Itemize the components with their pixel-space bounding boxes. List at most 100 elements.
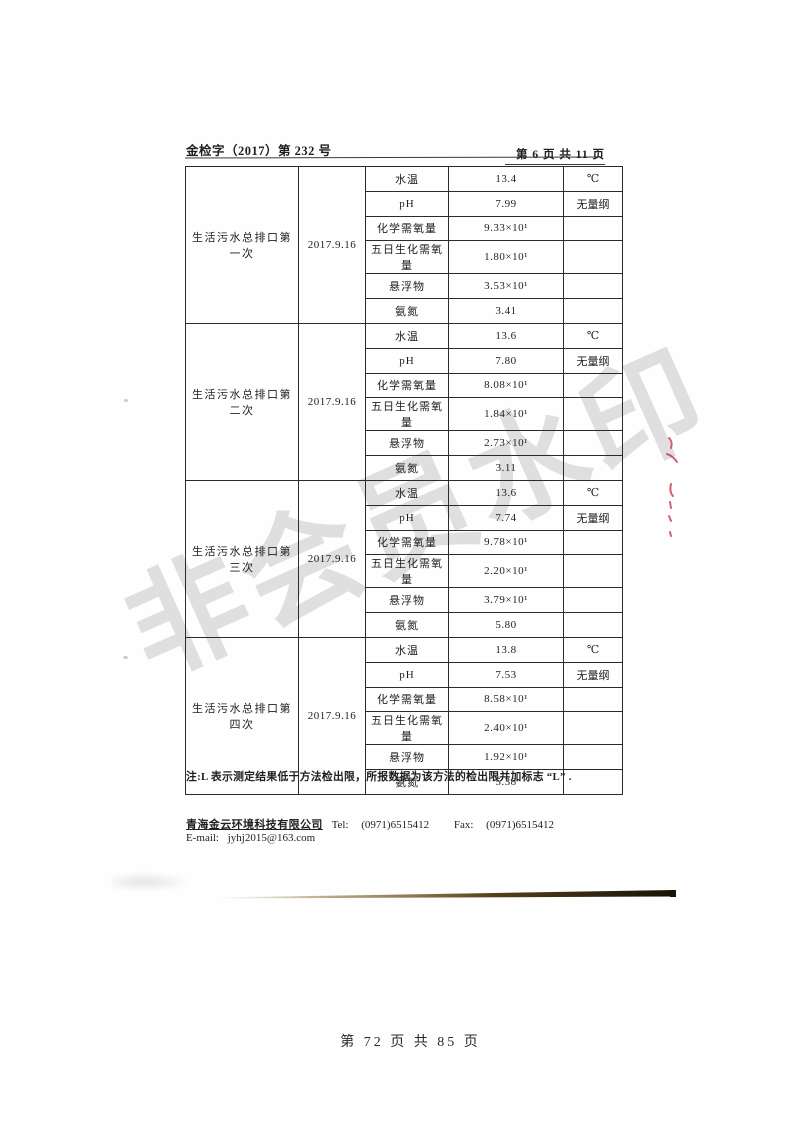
sample-name-cell: 生活污水总排口第四次: [185, 636, 299, 795]
unit-cell: [563, 612, 623, 638]
unit-cell: [563, 554, 623, 589]
unit-cell: [563, 397, 623, 432]
value-cell: 3.79×10¹: [448, 587, 564, 614]
param-cell: 悬浮物: [365, 273, 449, 300]
param-cell: 悬浮物: [365, 744, 449, 771]
value-cell: 8.08×10¹: [448, 372, 564, 399]
unit-cell: [563, 587, 623, 614]
table-row: 五日生化需氧量 1.80×10¹: [186, 240, 623, 275]
table-row: 生活污水总排口第一次 2017.9.16 水温 13.4 ℃: [185, 166, 623, 324]
table-row: 悬浮物 2.73×10¹: [186, 430, 623, 457]
param-cell: 氨氮: [365, 455, 449, 481]
unit-cell: [563, 215, 623, 242]
param-cell: 氨氮: [365, 612, 449, 638]
sample-date-cell: 2017.9.16: [298, 166, 366, 324]
tel-value: (0971)6515412: [361, 819, 430, 831]
table-row: pH 7.74 无量纲: [186, 504, 623, 531]
scan-speck: [123, 656, 128, 659]
param-cell: 氨氮: [365, 769, 449, 795]
param-cell: 水温: [365, 322, 449, 349]
value-cell: 7.80: [448, 347, 564, 374]
param-cell: pH: [365, 347, 449, 374]
value-cell: 3.11: [448, 455, 564, 481]
table-row: 化学需氧量 9.78×10¹: [186, 529, 623, 556]
unit-cell: [563, 372, 623, 399]
sample-date-cell: 2017.9.16: [298, 636, 366, 795]
value-cell: 2.40×10¹: [448, 711, 564, 746]
unit-cell: [563, 273, 623, 300]
unit-cell: 无量纲: [563, 347, 623, 374]
unit-cell: ℃: [563, 636, 623, 663]
unit-cell: [563, 529, 623, 556]
unit-cell: 无量纲: [563, 661, 623, 688]
scan-smudge: [112, 872, 192, 892]
table-row: 生活污水总排口第四次 2017.9.16 水温 13.8 ℃: [185, 636, 623, 795]
value-cell: 7.74: [448, 504, 564, 531]
param-cell: 化学需氧量: [365, 215, 449, 242]
unit-cell: ℃: [563, 322, 623, 349]
table-row: 生活污水总排口第三次 2017.9.16 水温 13.6 ℃: [185, 479, 623, 638]
value-cell: 1.92×10¹: [448, 744, 564, 771]
table-row: 悬浮物 3.53×10¹: [186, 273, 623, 300]
param-cell: 化学需氧量: [365, 529, 449, 556]
unit-cell: [563, 298, 623, 324]
table-row: 悬浮物 1.92×10¹: [186, 744, 623, 771]
table-row: pH 7.99 无量纲: [186, 190, 623, 217]
fax-value: (0971)6515412: [486, 819, 554, 831]
company-name: 青海金云环境科技有限公司: [186, 819, 323, 831]
table-row: 化学需氧量 8.58×10¹: [186, 686, 623, 713]
value-cell: 8.58×10¹: [448, 686, 564, 713]
unit-cell: [563, 711, 623, 746]
param-cell: 水温: [365, 166, 449, 192]
param-cell: 悬浮物: [365, 430, 449, 457]
red-ink-marks: [666, 437, 678, 537]
param-cell: 五日生化需氧量: [365, 240, 449, 275]
table-row: 五日生化需氧量 1.84×10¹: [186, 397, 623, 432]
table-row: 生活污水总排口第二次 2017.9.16 水温 13.6 ℃: [185, 322, 623, 481]
param-cell: 化学需氧量: [365, 686, 449, 713]
value-cell: 1.84×10¹: [448, 397, 564, 432]
email-value: jyhj2015@163.com: [227, 832, 316, 844]
page-footer: 第 72 页 共 85 页: [340, 1035, 481, 1050]
note-line: 注:L 表示测定结果低于方法检出限，所报数据为该方法的检出限并加标志 “L” .: [186, 771, 572, 783]
param-cell: 氨氮: [365, 298, 449, 324]
value-cell: 7.99: [448, 190, 564, 217]
results-table-body: 生活污水总排口第一次 2017.9.16 水温 13.4 ℃ pH 7.99 无量纲 化学需氧量…: [185, 166, 623, 795]
value-cell: 9.33×10¹: [448, 215, 564, 242]
unit-cell: 无量纲: [563, 504, 623, 531]
value-cell: 9.78×10¹: [448, 529, 564, 556]
table-row: pH 7.80 无量纲: [186, 347, 623, 374]
email-label: E-mail:: [186, 832, 219, 844]
value-cell: 5.80: [448, 612, 564, 638]
param-cell: 水温: [365, 479, 449, 506]
value-cell: 13.8: [448, 636, 564, 663]
table-row: pH 7.53 无量纲: [186, 661, 623, 688]
doc-number: 金检字（2017）第 232 号: [186, 144, 332, 158]
unit-cell: ℃: [563, 479, 623, 506]
unit-cell: [563, 769, 623, 795]
value-cell: 2.20×10¹: [448, 554, 564, 589]
value-cell: 13.4: [448, 166, 564, 192]
value-cell: 5.38: [448, 769, 564, 795]
email-line: E-mail: jyhj2015@163.com: [186, 832, 315, 844]
param-cell: 五日生化需氧量: [365, 554, 449, 589]
table-row: 五日生化需氧量 2.20×10¹: [186, 554, 623, 589]
table-row: 氨氮 3.11: [186, 455, 623, 481]
value-cell: 1.80×10¹: [448, 240, 564, 275]
param-cell: pH: [365, 504, 449, 531]
table-row: 五日生化需氧量 2.40×10¹: [186, 711, 623, 746]
company-line: 青海金云环境科技有限公司 Tel: (0971)6515412 Fax: (09…: [186, 816, 554, 832]
sample-date-cell: 2017.9.16: [298, 479, 366, 638]
unit-cell: [563, 686, 623, 713]
unit-cell: [563, 240, 623, 275]
unit-cell: [563, 744, 623, 771]
param-cell: 五日生化需氧量: [365, 397, 449, 432]
table-row: 化学需氧量 9.33×10¹: [186, 215, 623, 242]
unit-cell: [563, 455, 623, 481]
param-cell: 水温: [365, 636, 449, 663]
results-table: 生活污水总排口第一次 2017.9.16 水温 13.4 ℃ pH 7.99 无量纲 化学需氧量…: [185, 166, 623, 795]
unit-cell: ℃: [563, 166, 623, 192]
param-cell: pH: [365, 661, 449, 688]
sample-name-cell: 生活污水总排口第一次: [185, 166, 299, 324]
